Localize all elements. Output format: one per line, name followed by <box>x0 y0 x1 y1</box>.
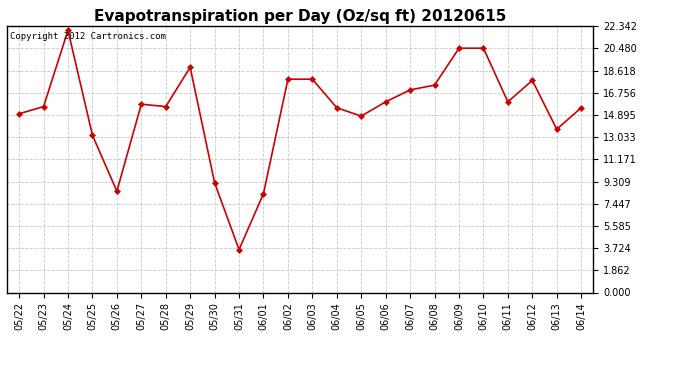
Text: Copyright 2012 Cartronics.com: Copyright 2012 Cartronics.com <box>10 32 166 40</box>
Title: Evapotranspiration per Day (Oz/sq ft) 20120615: Evapotranspiration per Day (Oz/sq ft) 20… <box>94 9 506 24</box>
